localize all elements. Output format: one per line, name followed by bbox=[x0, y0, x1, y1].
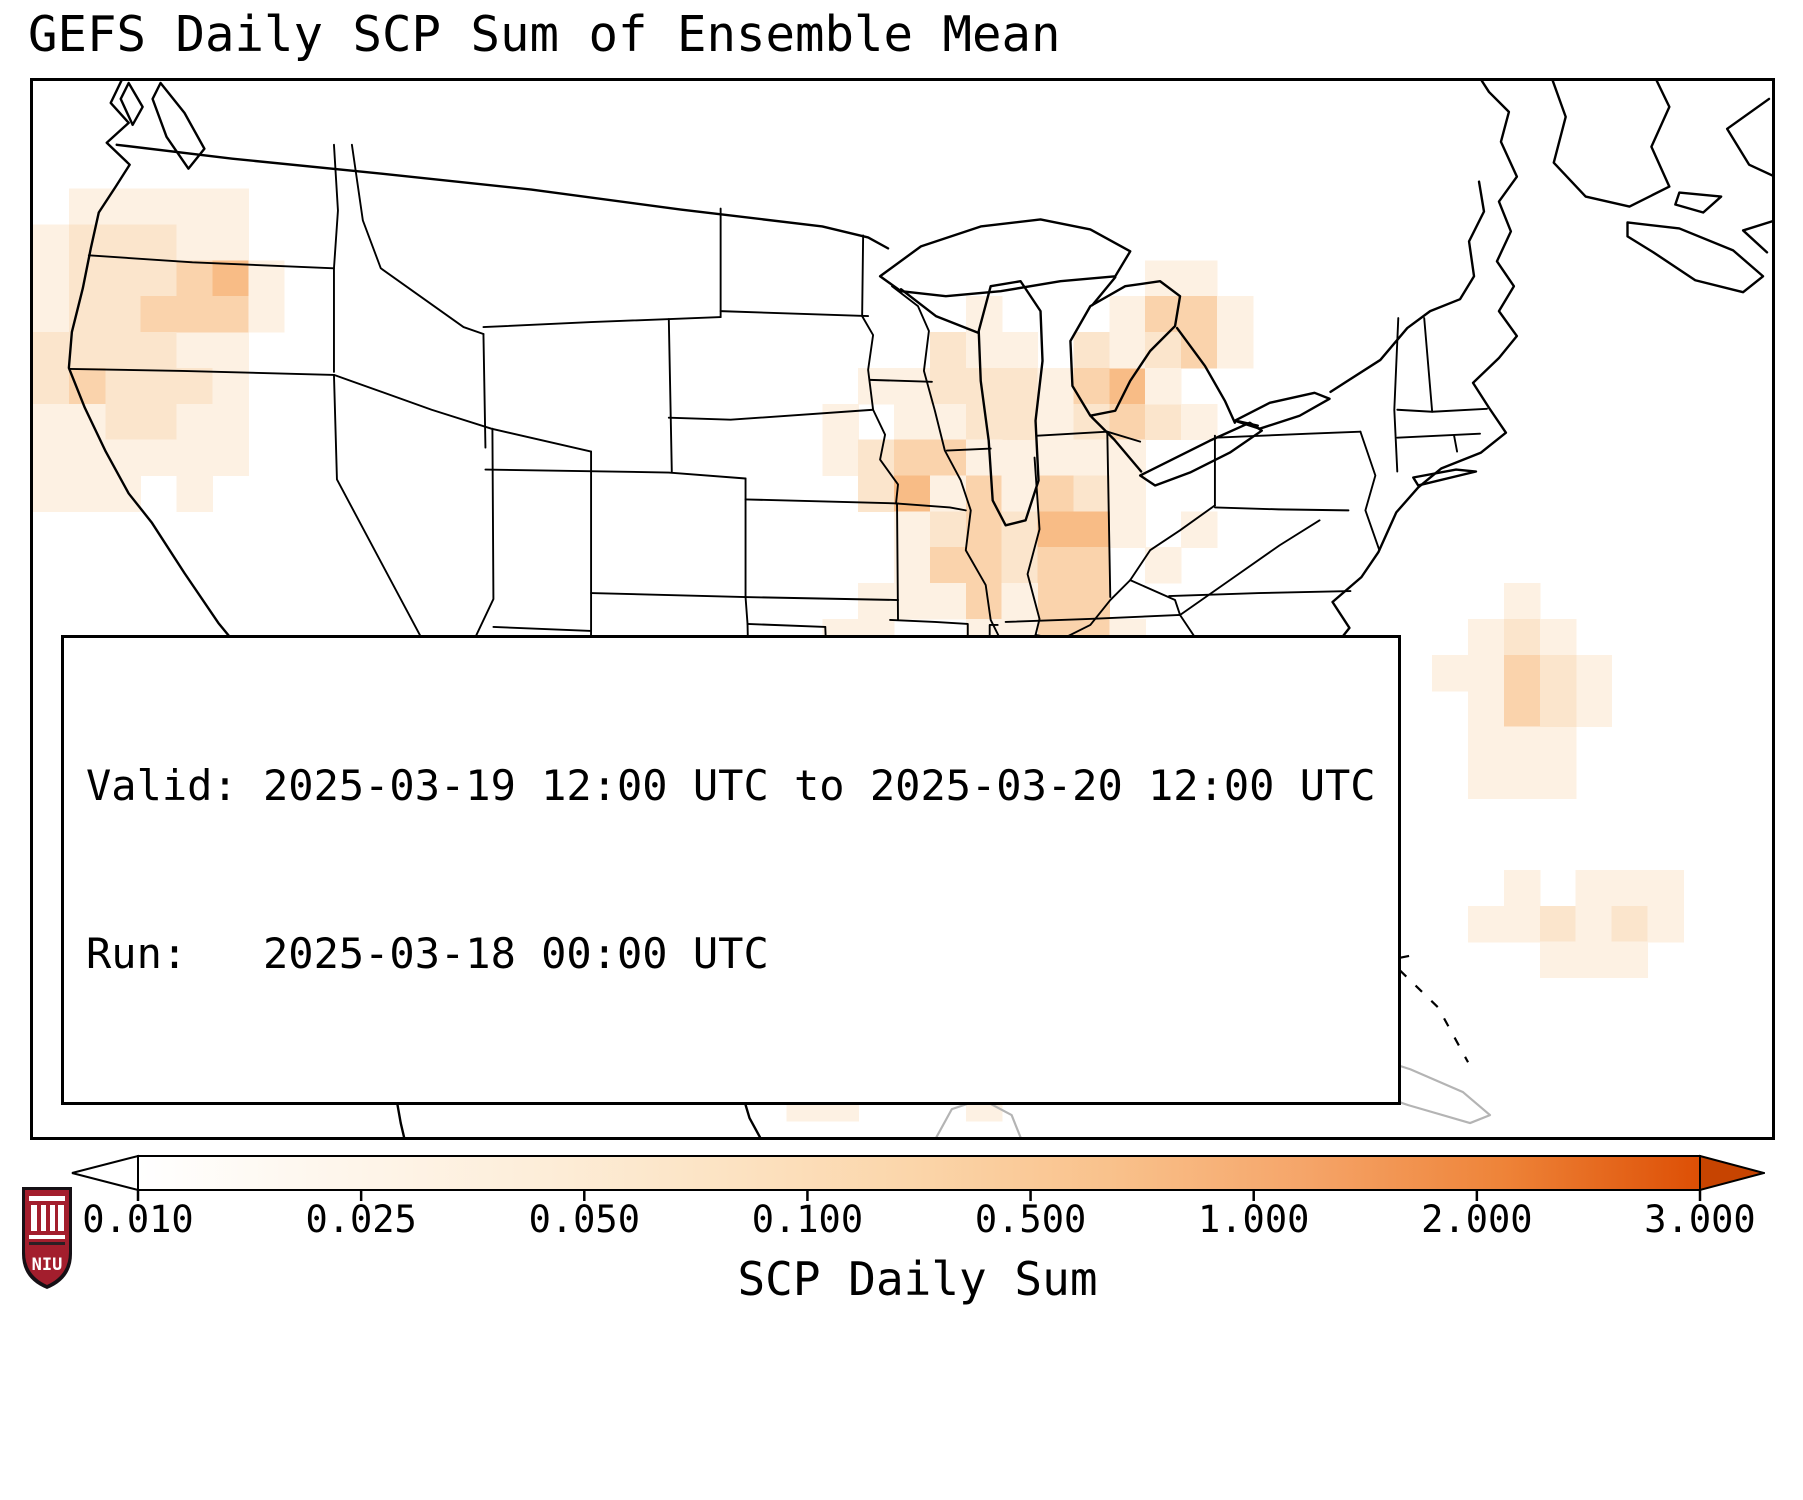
colorbar-left-arrow bbox=[71, 1154, 139, 1192]
colorbar bbox=[71, 1154, 1765, 1201]
colorbar-tick-label: 2.000 bbox=[1421, 1198, 1533, 1241]
colorbar-axis-label: SCP Daily Sum bbox=[737, 1252, 1098, 1306]
colorbar-tick-label: 0.010 bbox=[82, 1198, 194, 1241]
colorbar-tick-label: 0.500 bbox=[974, 1198, 1087, 1241]
colorbar-tick-label: 0.100 bbox=[751, 1198, 864, 1241]
colorbar-right-arrow bbox=[1699, 1154, 1765, 1192]
map-frame: Valid: 2025-03-19 12:00 UTC to 2025-03-2… bbox=[30, 78, 1775, 1140]
logo-text: NIU bbox=[32, 1255, 63, 1275]
logo-castle-base bbox=[29, 1235, 65, 1239]
logo-castle-columns bbox=[31, 1205, 64, 1231]
colorbar-tick-label: 3.000 bbox=[1644, 1198, 1756, 1241]
colorbar-tick-label: 0.025 bbox=[305, 1198, 417, 1241]
logo-castle-band bbox=[29, 1196, 65, 1201]
colorbar-tick-label: 0.050 bbox=[528, 1198, 640, 1241]
colorbar-tick-label: 1.000 bbox=[1198, 1198, 1310, 1241]
validity-info-box: Valid: 2025-03-19 12:00 UTC to 2025-03-2… bbox=[61, 635, 1401, 1105]
colorbar-tick-labels: 0.010 0.025 0.050 0.100 0.500 1.000 2.000 3.000 bbox=[70, 1198, 1765, 1246]
colorbar-gradient-bar bbox=[137, 1155, 1701, 1191]
great-lakes-layer bbox=[878, 218, 1331, 527]
run-time-line: Run: 2025-03-18 00:00 UTC bbox=[86, 929, 769, 978]
page-title: GEFS Daily SCP Sum of Ensemble Mean bbox=[28, 6, 1061, 63]
valid-time-line: Valid: 2025-03-19 12:00 UTC to 2025-03-2… bbox=[86, 761, 1376, 810]
niu-logo: NIU bbox=[22, 1187, 72, 1289]
logo-divider bbox=[29, 1242, 65, 1245]
